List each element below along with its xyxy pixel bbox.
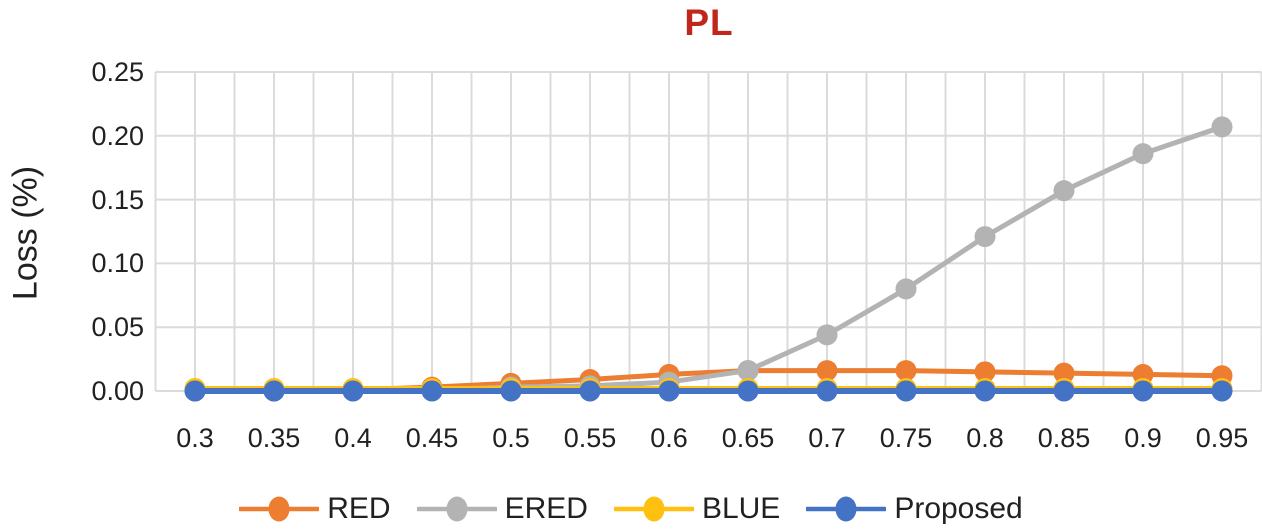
data-point-proposed <box>421 380 443 402</box>
data-point-proposed <box>737 380 759 402</box>
legend-marker-icon <box>239 496 320 522</box>
legend-label: ERED <box>504 492 588 525</box>
x-tick-label: 0.6 <box>650 423 688 453</box>
data-point-proposed <box>1053 380 1075 402</box>
data-point-proposed <box>816 380 838 402</box>
legend-item-red: RED <box>239 492 391 526</box>
data-point-proposed <box>658 380 680 402</box>
series-proposed <box>184 380 1233 402</box>
data-point-red <box>895 360 917 382</box>
data-point-proposed <box>974 380 996 402</box>
data-point-proposed <box>342 380 364 402</box>
data-point-proposed <box>895 380 917 402</box>
legend-label: Proposed <box>894 492 1023 525</box>
data-point-ered <box>737 360 759 382</box>
legend-marker-icon <box>416 496 497 522</box>
data-point-ered <box>1132 143 1154 165</box>
gridlines <box>154 71 1262 392</box>
data-point-ered <box>895 278 917 300</box>
legend: RED ERED BLUE Proposed <box>0 492 1262 526</box>
y-tick-label: 0.25 <box>91 57 144 87</box>
legend-item-proposed: Proposed <box>806 492 1023 526</box>
data-point-ered <box>1053 180 1075 202</box>
chart-title: PL <box>684 2 734 43</box>
data-point-proposed <box>1132 380 1154 402</box>
x-tick-label: 0.65 <box>721 423 775 453</box>
legend-item-blue: BLUE <box>613 492 781 526</box>
x-tick-label: 0.4 <box>334 423 372 453</box>
data-point-ered <box>974 226 996 248</box>
x-tick-label: 0.7 <box>808 423 846 453</box>
x-tick-label: 0.55 <box>563 423 617 453</box>
y-tick-label: 0.15 <box>91 184 144 215</box>
legend-marker-icon <box>613 496 694 522</box>
data-point-ered <box>1211 116 1233 138</box>
legend-label: BLUE <box>701 492 781 525</box>
x-tick-label: 0.45 <box>405 423 459 453</box>
data-point-proposed <box>184 380 206 402</box>
data-point-ered <box>816 324 838 346</box>
data-point-proposed <box>263 380 285 402</box>
x-tick-label: 0.9 <box>1124 423 1162 453</box>
legend-label: RED <box>327 492 391 525</box>
y-tick-label: 0.10 <box>91 248 144 279</box>
x-tick-label: 0.95 <box>1195 423 1249 453</box>
x-tick-label: 0.5 <box>492 423 530 453</box>
data-point-proposed <box>579 380 601 402</box>
y-tick-label: 0.05 <box>91 312 144 343</box>
x-tick-label: 0.85 <box>1037 423 1091 453</box>
x-tick-label: 0.3 <box>176 423 214 453</box>
legend-item-ered: ERED <box>416 492 588 526</box>
data-point-proposed <box>1211 380 1233 402</box>
data-point-red <box>974 361 996 383</box>
x-tick-label: 0.35 <box>247 423 301 453</box>
y-tick-label: 0.00 <box>91 376 144 406</box>
y-tick-label: 0.20 <box>91 120 144 151</box>
x-tick-label: 0.8 <box>966 423 1004 453</box>
legend-marker-icon <box>806 496 887 522</box>
data-point-red <box>816 360 838 382</box>
data-point-proposed <box>500 380 522 402</box>
x-tick-label: 0.75 <box>879 423 933 453</box>
data-point-red <box>1053 362 1075 384</box>
